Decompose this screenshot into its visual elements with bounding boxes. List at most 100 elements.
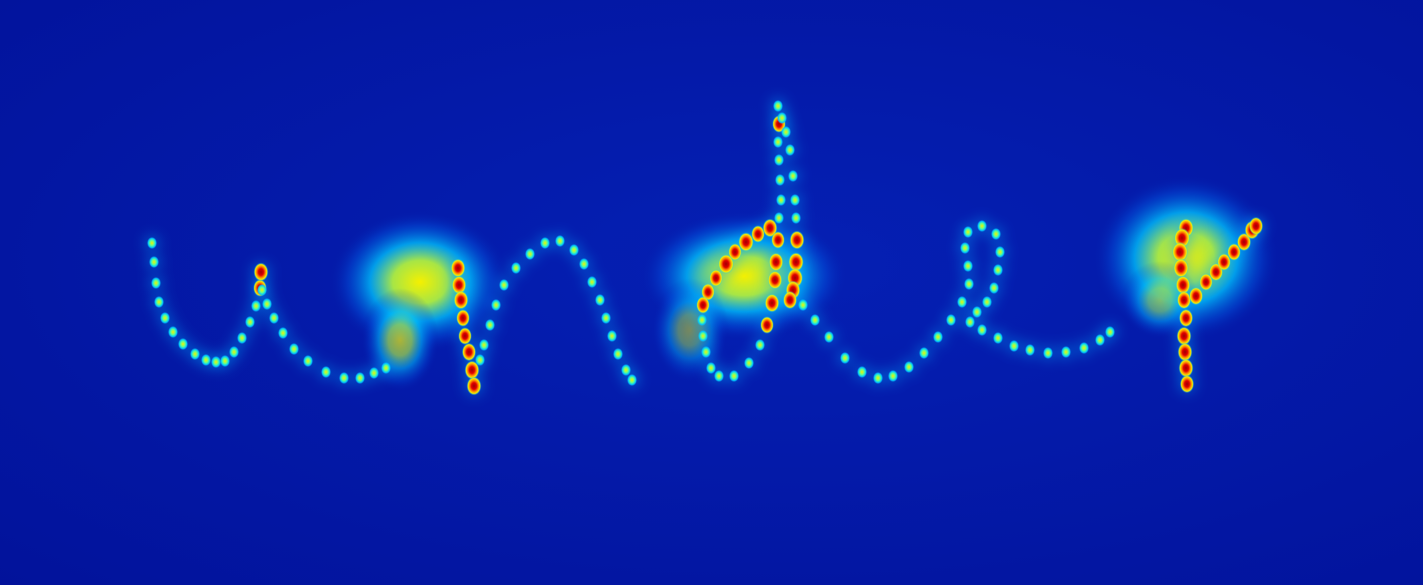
- stroke-e-sample: [993, 264, 1003, 276]
- stroke-d-sample: [760, 316, 774, 334]
- stroke-u-sample: [220, 355, 230, 367]
- stroke-n-sample: [627, 374, 637, 386]
- stroke-n-sample: [607, 330, 617, 342]
- stroke-e-sample: [977, 324, 987, 336]
- stroke-n-sample: [587, 276, 597, 288]
- stroke-d-sample: [777, 112, 787, 124]
- stroke-d-sample: [698, 330, 708, 342]
- stroke-u-sample: [303, 355, 313, 367]
- stroke-n-sample: [479, 339, 489, 351]
- stroke-e-sample: [989, 282, 999, 294]
- stroke-r-sample: [1178, 308, 1194, 328]
- stroke-e-sample: [1009, 340, 1019, 352]
- stroke-d-sample: [788, 170, 798, 182]
- stroke-r-sample: [1188, 286, 1204, 306]
- stroke-r-sample: [1199, 273, 1213, 291]
- stroke-e-sample: [993, 332, 1003, 344]
- stroke-u-sample: [229, 346, 239, 358]
- stroke-d-sample: [788, 252, 804, 272]
- stroke-r-sample: [1177, 342, 1193, 362]
- stroke-u-sample: [269, 312, 279, 324]
- stroke-d-sample: [738, 232, 754, 252]
- stroke-u-sample: [237, 332, 247, 344]
- stroke-d-sample: [782, 290, 798, 310]
- stroke-u-sample: [211, 356, 221, 368]
- stroke-d-sample: [791, 212, 801, 224]
- stroke-d-sample: [764, 293, 780, 313]
- stroke-u-sample: [381, 362, 391, 374]
- stroke-d-sample: [755, 339, 765, 351]
- stroke-e-sample: [1061, 346, 1071, 358]
- stroke-d-sample: [751, 225, 765, 243]
- stroke-e-sample: [1043, 347, 1053, 359]
- stroke-r-sample: [1227, 243, 1241, 261]
- stroke-e-sample: [933, 331, 943, 343]
- stroke-d-sample: [775, 174, 785, 186]
- stroke-u-sample: [369, 367, 379, 379]
- stroke-e-sample: [857, 366, 867, 378]
- stroke-d-sample: [773, 136, 783, 148]
- stroke-e-sample: [840, 352, 850, 364]
- stroke-u-sample: [262, 298, 272, 310]
- stroke-e-sample: [904, 361, 914, 373]
- stroke-r-sample: [1173, 258, 1189, 278]
- stroke-n-sample: [466, 376, 482, 396]
- stroke-e-sample: [965, 316, 975, 328]
- stroke-r-sample: [1175, 275, 1191, 295]
- stroke-e-sample: [810, 314, 820, 326]
- stroke-n-sample: [579, 258, 589, 270]
- stroke-u-sample: [178, 338, 188, 350]
- stroke-n-sample: [464, 360, 480, 380]
- stroke-d-sample: [771, 231, 785, 249]
- stroke-u-sample: [289, 343, 299, 355]
- stroke-e-sample: [824, 331, 834, 343]
- stroke-d-sample: [767, 270, 783, 290]
- stroke-e-sample: [972, 306, 982, 318]
- stroke-n-sample: [555, 235, 565, 247]
- stroke-e-sample: [1079, 342, 1089, 354]
- stroke-e-sample: [982, 296, 992, 308]
- stroke-u-sample: [257, 284, 267, 296]
- stroke-d-sample: [781, 126, 791, 138]
- stroke-n-sample: [595, 294, 605, 306]
- stroke-n-sample: [499, 279, 509, 291]
- stroke-e-sample: [1105, 326, 1115, 338]
- stroke-u-sample: [147, 237, 157, 249]
- stroke-u-sample: [278, 327, 288, 339]
- stroke-n-sample: [450, 258, 466, 278]
- stroke-n-sample: [485, 319, 495, 331]
- stroke-n-sample: [540, 237, 550, 249]
- stroke-n-sample: [453, 290, 469, 310]
- stroke-d-sample: [706, 362, 716, 374]
- stroke-u-sample: [321, 366, 331, 378]
- stroke-n-sample: [511, 262, 521, 274]
- stroke-e-sample: [963, 260, 973, 272]
- stroke-n-sample: [613, 348, 623, 360]
- stroke-r-sample: [1176, 326, 1192, 346]
- stroke-d-sample: [774, 212, 784, 224]
- stroke-u-sample: [201, 354, 211, 366]
- stroke-r-sample: [1172, 242, 1188, 262]
- stroke-d-sample: [762, 218, 778, 238]
- stroke-e-sample: [888, 370, 898, 382]
- stroke-n-sample: [461, 342, 477, 362]
- stroke-samples: [147, 100, 1264, 396]
- stroke-n-sample: [458, 327, 472, 345]
- stroke-e-sample: [964, 278, 974, 290]
- stroke-d-sample: [768, 252, 784, 272]
- stroke-r-sample: [1248, 216, 1264, 236]
- stroke-u-sample: [251, 300, 261, 312]
- stroke-e-sample: [957, 296, 967, 308]
- stroke-d-sample: [718, 254, 734, 274]
- stroke-u-sample: [160, 312, 170, 324]
- stroke-e-sample: [995, 246, 1005, 258]
- stroke-d-sample: [701, 346, 711, 358]
- stroke-n-sample: [525, 248, 535, 260]
- stroke-d-sample: [785, 144, 795, 156]
- stroke-d-sample: [709, 269, 723, 287]
- stroke-u-sample: [253, 262, 269, 282]
- stroke-d-sample: [714, 370, 724, 382]
- stroke-d-sample: [776, 194, 786, 206]
